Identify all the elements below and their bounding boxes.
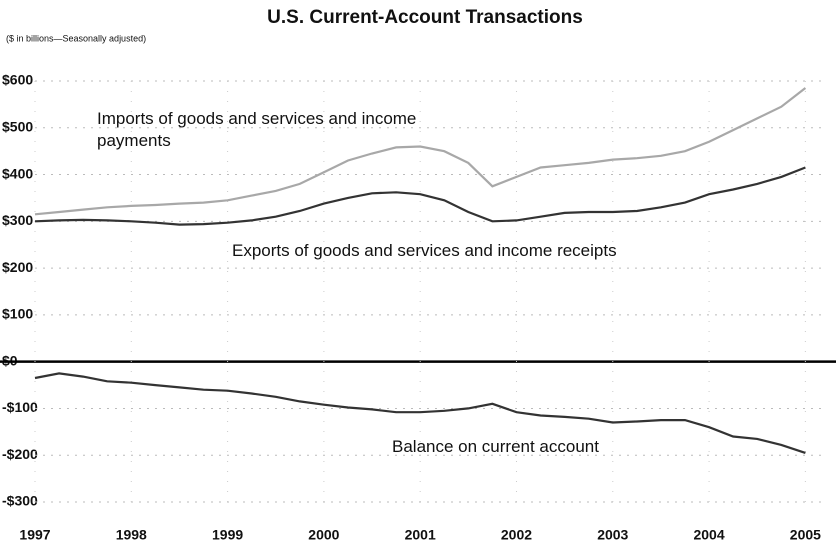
x-tick-label: 1999: [212, 527, 243, 543]
y-tick-label: -$200: [2, 446, 38, 462]
series-line: [34, 372, 806, 454]
x-tick-label: 2000: [308, 527, 339, 543]
series-label: Exports of goods and services and income…: [232, 241, 617, 260]
series-line: [34, 87, 807, 216]
y-tick-label: $200: [2, 259, 33, 275]
x-tick-label: 2004: [693, 527, 724, 543]
series-label: Balance on current account: [392, 437, 599, 456]
y-tick-label: $300: [2, 212, 33, 228]
series-line: [34, 166, 806, 226]
x-tick-label: 1998: [116, 527, 147, 543]
y-tick-label: -$100: [2, 399, 38, 415]
y-tick-label: $600: [2, 72, 33, 88]
x-tick-label: 1997: [19, 527, 50, 543]
chart-title: U.S. Current-Account Transactions: [267, 7, 583, 28]
x-tick-label: 2003: [597, 527, 628, 543]
y-tick-label: $400: [2, 165, 33, 181]
series-label: Imports of goods and services and income…: [97, 109, 417, 150]
y-tick-label: -$300: [2, 493, 38, 509]
y-tick-label: $0: [2, 352, 18, 368]
chart-subtitle: ($ in billions—Seasonally adjusted): [6, 33, 146, 43]
y-tick-label: $100: [2, 306, 33, 322]
x-tick-label: 2005: [790, 527, 821, 543]
x-tick-label: 2002: [501, 527, 532, 543]
y-tick-label: $500: [2, 118, 33, 134]
x-tick-label: 2001: [405, 527, 436, 543]
